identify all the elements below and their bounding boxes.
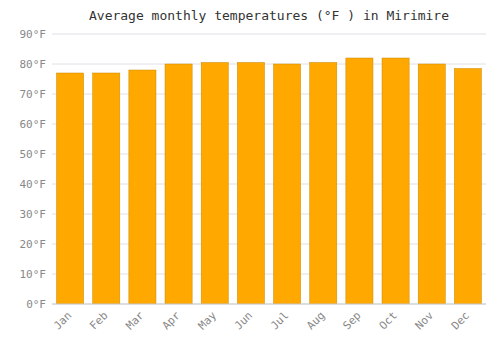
bar xyxy=(310,63,337,305)
bar xyxy=(418,64,445,304)
y-tick-label: 90°F xyxy=(20,28,47,41)
x-tick-label: Sep xyxy=(340,309,363,332)
y-tick-label: 50°F xyxy=(20,148,47,161)
x-tick-label: Jun xyxy=(232,309,255,332)
x-tick-label: Aug xyxy=(304,309,327,332)
title: Average monthly temperatures (°F ) in Mi… xyxy=(89,8,449,23)
bar xyxy=(382,58,409,304)
x-tick-label: Oct xyxy=(377,309,400,332)
x-axis: Jan Feb Mar Apr May Jun Jul Aug Sep Oct Nov Dec xyxy=(51,309,472,333)
chart-container: Average monthly temperatures (°F ) in Mi… xyxy=(0,0,500,350)
y-tick-label: 60°F xyxy=(20,118,47,131)
y-tick-label: 20°F xyxy=(20,238,47,251)
grid-line xyxy=(52,304,486,305)
bar xyxy=(346,58,373,304)
y-tick-label: 80°F xyxy=(20,58,47,71)
bar xyxy=(93,73,120,304)
x-tick-label: Dec xyxy=(449,309,472,332)
y-axis: 0°F 10°F 20°F 30°F 40°F 50°F 60°F 70°F 80°F 90°F xyxy=(20,28,47,311)
bar xyxy=(274,64,301,304)
x-tick-label: Jul xyxy=(268,309,291,332)
bar xyxy=(129,70,156,304)
bar xyxy=(165,64,192,304)
bars xyxy=(57,58,482,304)
x-tick-label: May xyxy=(196,309,220,333)
grid xyxy=(52,34,486,304)
y-tick-label: 10°F xyxy=(20,268,47,281)
y-tick-label: 70°F xyxy=(20,88,47,101)
x-tick-label: Nov xyxy=(413,309,437,333)
y-tick-label: 40°F xyxy=(20,178,47,191)
grid-line xyxy=(52,34,486,35)
x-tick-label: Jan xyxy=(51,309,74,332)
y-tick-label: 0°F xyxy=(26,298,46,311)
bar xyxy=(201,63,228,305)
x-tick-label: Feb xyxy=(87,309,110,332)
x-tick-label: Apr xyxy=(160,309,184,333)
x-axis-line xyxy=(52,304,486,305)
y-tick-label: 30°F xyxy=(20,208,47,221)
chart: Average monthly temperatures (°F ) in Mi… xyxy=(0,0,500,350)
x-tick-label: Mar xyxy=(123,309,147,333)
bar xyxy=(57,73,84,304)
bar xyxy=(237,63,264,305)
bar xyxy=(454,69,481,305)
